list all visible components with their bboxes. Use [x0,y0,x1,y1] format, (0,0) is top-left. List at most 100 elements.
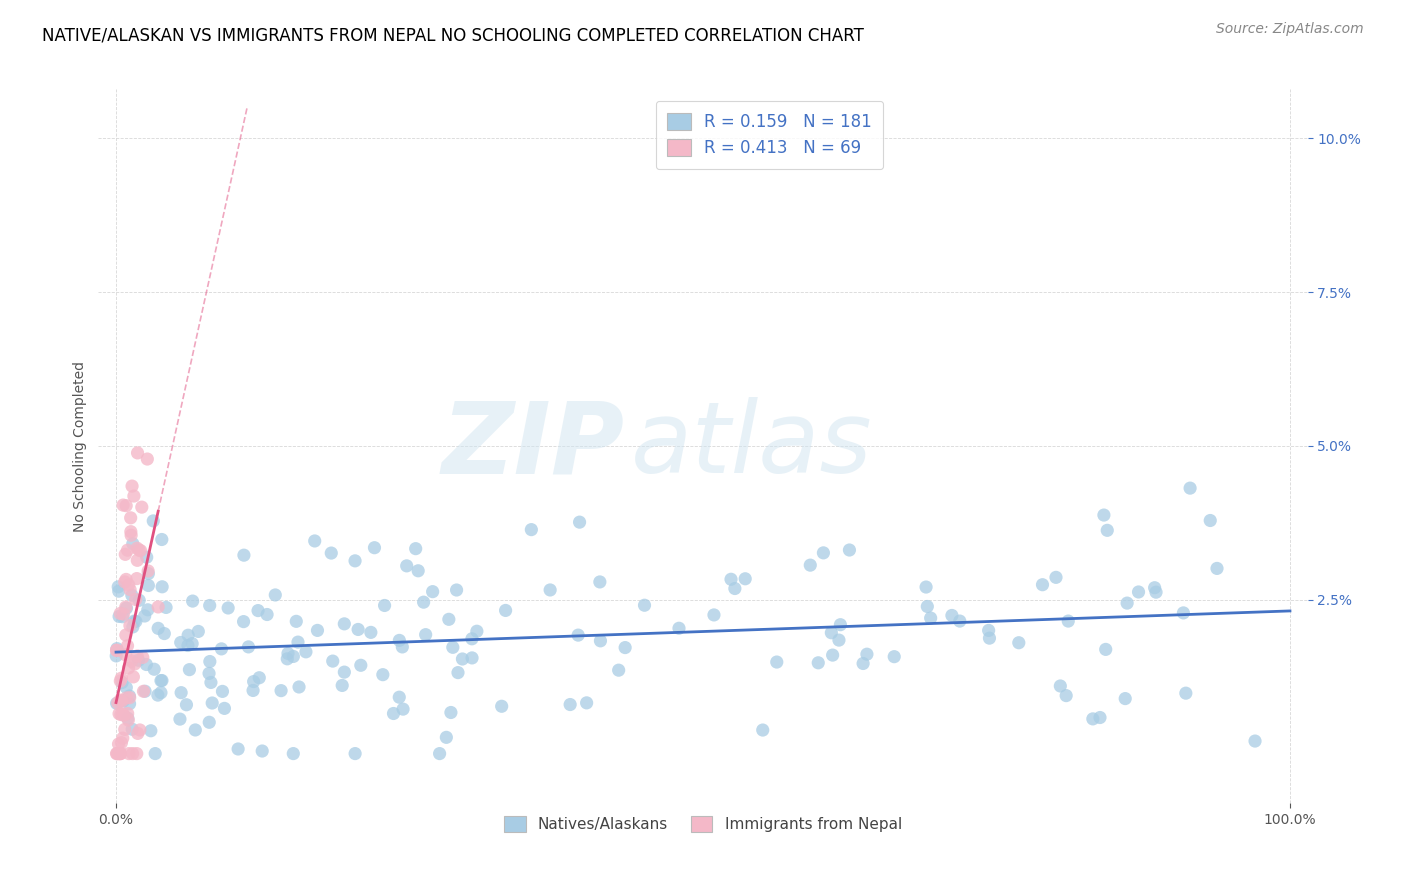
Point [1054,689,1077,703]
Point [107,747,129,761]
Point [200,675,222,690]
Point [1206,561,1229,575]
Point [201,696,224,710]
Point [117,639,139,653]
Point [120,524,142,539]
Point [107,584,129,599]
Point [1114,691,1136,706]
Point [114,628,136,642]
Point [344,554,367,568]
Point [538,582,561,597]
Point [124,657,146,671]
Point [283,747,305,761]
Point [920,611,942,625]
Point [321,546,343,560]
Point [110,736,132,750]
Point [114,600,136,615]
Text: ZIP: ZIP [441,398,624,494]
Point [883,649,905,664]
Point [1057,614,1080,628]
Point [333,665,356,680]
Point [146,688,169,702]
Point [446,582,468,597]
Point [108,706,131,721]
Point [184,723,207,737]
Point [1049,679,1071,693]
Point [132,684,155,698]
Point [105,648,128,663]
Point [118,697,141,711]
Point [567,628,589,642]
Point [838,543,860,558]
Point [388,633,411,648]
Point [422,584,444,599]
Point [111,675,134,690]
Point [143,747,166,761]
Point [392,702,415,716]
Point [108,609,131,624]
Point [295,645,318,659]
Point [111,609,134,624]
Point [288,680,311,694]
Point [125,615,148,629]
Point [125,541,148,556]
Point [139,723,162,738]
Point [117,706,139,721]
Point [138,578,160,592]
Point [250,744,273,758]
Point [108,747,131,761]
Point [122,620,145,634]
Point [1143,581,1166,595]
Point [128,543,150,558]
Point [560,698,582,712]
Point [118,690,141,705]
Point [1094,642,1116,657]
Point [461,632,484,646]
Point [429,747,451,761]
Point [111,694,134,708]
Point [107,580,129,594]
Y-axis label: No Schooling Completed: No Schooling Completed [73,360,87,532]
Point [132,650,155,665]
Point [121,536,143,550]
Text: Source: ZipAtlas.com: Source: ZipAtlas.com [1216,22,1364,37]
Point [115,601,138,615]
Point [1128,585,1150,599]
Point [128,653,150,667]
Point [720,572,742,586]
Point [232,615,254,629]
Point [108,693,131,707]
Point [1088,710,1111,724]
Point [128,593,150,607]
Legend: Natives/Alaskans, Immigrants from Nepal: Natives/Alaskans, Immigrants from Nepal [495,807,911,841]
Point [412,595,434,609]
Point [360,625,382,640]
Point [344,747,367,761]
Point [977,624,1000,638]
Point [287,635,309,649]
Point [1199,514,1222,528]
Point [568,515,591,529]
Point [127,726,149,740]
Point [1144,585,1167,599]
Point [405,541,427,556]
Point [198,666,221,681]
Point [703,607,725,622]
Point [146,621,169,635]
Point [187,624,209,639]
Point [820,625,842,640]
Point [765,655,787,669]
Point [155,600,177,615]
Point [134,609,156,624]
Point [322,654,344,668]
Point [614,640,637,655]
Point [114,574,136,589]
Point [129,543,152,558]
Point [415,627,437,641]
Point [256,607,278,622]
Point [127,553,149,567]
Point [813,546,835,560]
Point [127,648,149,663]
Point [437,612,460,626]
Point [852,657,875,671]
